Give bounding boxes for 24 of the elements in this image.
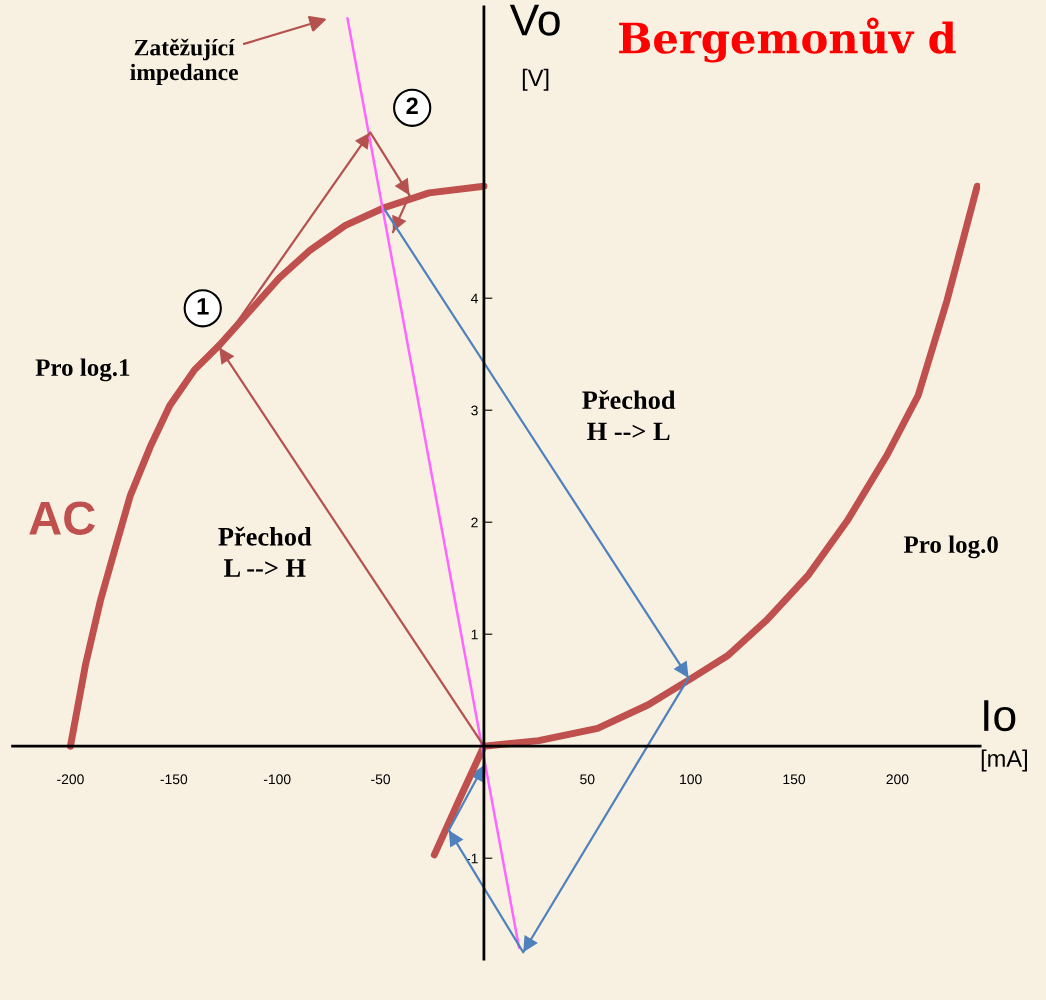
x-tick-label: -200 — [57, 774, 84, 785]
annotation: Přechod H --> L — [582, 390, 676, 441]
annotation: Pro log.1 — [35, 358, 130, 382]
annotation: 1 — [197, 298, 209, 315]
y-tick-label: -1 — [466, 853, 478, 864]
annotation: Přechod L --> H — [218, 526, 312, 577]
annotation: Pro log.0 — [903, 535, 998, 559]
x-tick-label: 150 — [783, 774, 806, 785]
x-axis-title: Io [mA] — [981, 700, 1027, 772]
x-tick-label: 200 — [886, 774, 909, 785]
y-tick-label: 2 — [471, 517, 478, 528]
y-axis-title: Vo [V] — [509, 4, 560, 91]
x-tick-label: -100 — [263, 774, 291, 785]
annotation: 2 — [406, 97, 418, 114]
y-tick-label: 3 — [471, 405, 478, 416]
annotation: AC — [29, 501, 95, 535]
x-tick-label: 50 — [580, 774, 595, 785]
x-tick-label: 100 — [680, 774, 702, 785]
x-tick-label: -150 — [160, 774, 188, 785]
x-tick-label: -50 — [371, 774, 391, 785]
annotation: Zatěžující impedance — [130, 38, 238, 86]
y-tick-label: 4 — [470, 293, 478, 304]
chart-title: Bergemonův d — [619, 17, 956, 63]
y-tick-label: 1 — [471, 629, 478, 640]
